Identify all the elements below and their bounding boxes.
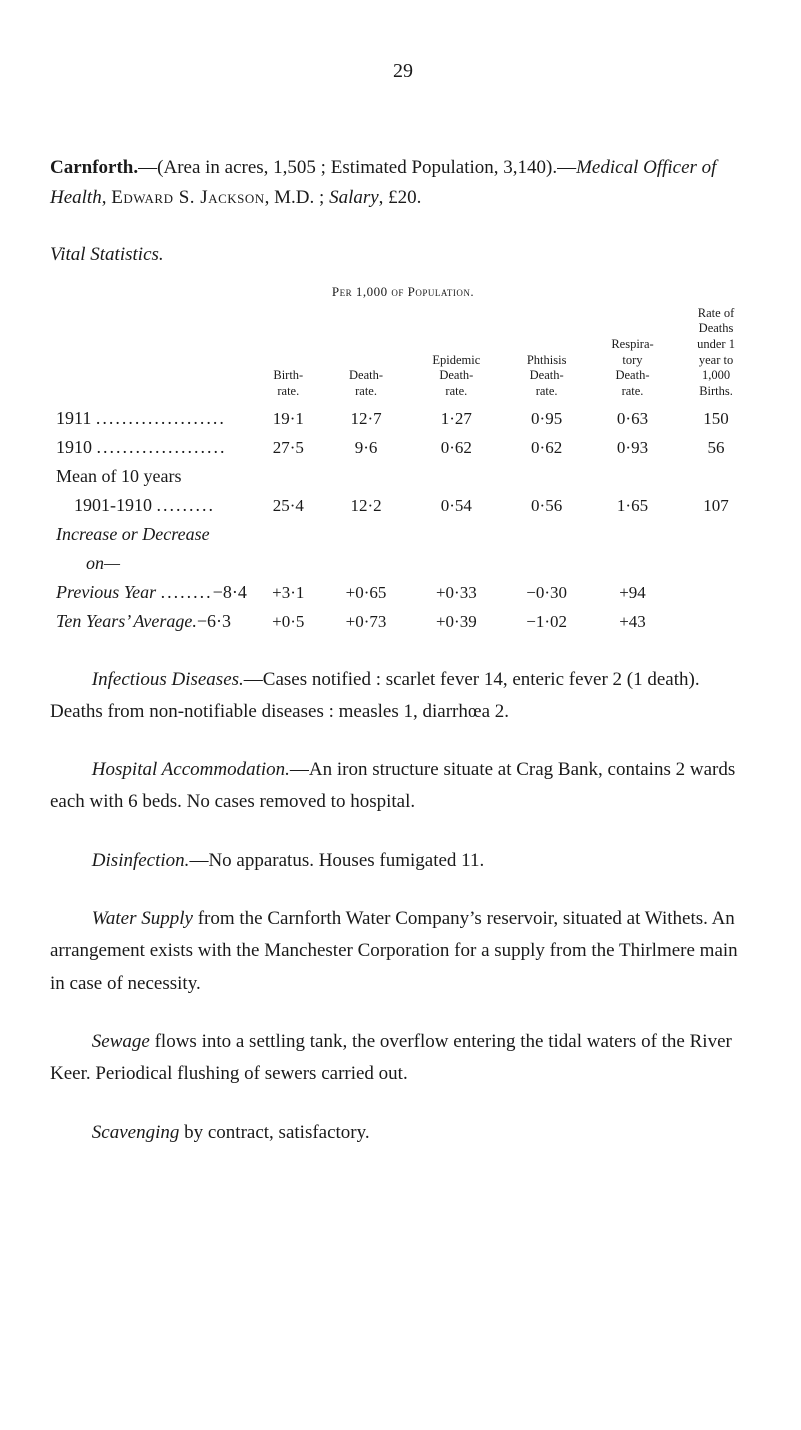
- infectious-paragraph: Infectious Diseases.—Cases notified : sc…: [50, 664, 756, 729]
- cell: 1·65: [589, 491, 676, 520]
- officer-tail: , M.D. ;: [265, 187, 329, 208]
- table-row-incdec-on: on—: [50, 549, 756, 578]
- row-ten-label: Ten Years’ Average.: [56, 611, 197, 631]
- col-death-rate: Death-rate.: [324, 302, 409, 404]
- sewage-text: flows into a settling tank, the overflow…: [50, 1031, 732, 1084]
- cell: 9·6: [324, 433, 409, 462]
- table-row: Ten Years’ Average.−6·3 +0·5 +0·73 +0·39…: [50, 607, 756, 636]
- cell: −8·4: [213, 582, 247, 602]
- dots: ....................: [96, 408, 226, 428]
- disinfection-paragraph: Disinfection.—No apparatus. Houses fumig…: [50, 845, 756, 877]
- scavenging-text: by contract, satisfactory.: [179, 1122, 369, 1143]
- infectious-lead: Infectious Diseases.: [92, 669, 244, 690]
- table-row-incdec-label: Increase or Decrease: [50, 520, 756, 549]
- hospital-paragraph: Hospital Accommodation.—An iron structur…: [50, 754, 756, 819]
- table-row: 1910 .................... 27·5 9·6 0·62 …: [50, 433, 756, 462]
- table-row-mean-label: Mean of 10 years: [50, 462, 756, 491]
- row-year: 1911: [56, 408, 91, 428]
- cell: −0·30: [504, 578, 589, 607]
- page: 29 Carnforth.—(Area in acres, 1,505 ; Es…: [0, 0, 801, 1430]
- cell: 25·4: [253, 491, 324, 520]
- table-header-row: Birth-rate. Death-rate. EpidemicDeath-ra…: [50, 302, 756, 404]
- disinfection-lead: Disinfection.: [92, 850, 190, 871]
- col-under1: Rate ofDeathsunder 1year to1,000Births.: [676, 302, 756, 404]
- cell: −1·02: [504, 607, 589, 636]
- cell: −6·3: [197, 611, 231, 631]
- cell: 0·62: [504, 433, 589, 462]
- intro-paragraph: Carnforth.—(Area in acres, 1,505 ; Estim…: [50, 153, 756, 214]
- cell: 56: [676, 433, 756, 462]
- salary-value: , £20.: [379, 187, 422, 208]
- incdec-label: Increase or Decrease: [50, 520, 756, 549]
- row-year: 1910: [56, 437, 92, 457]
- dots: ....................: [97, 437, 227, 457]
- table-row: 1901-1910 ......... 25·4 12·2 0·54 0·56 …: [50, 491, 756, 520]
- cell: 0·95: [504, 404, 589, 433]
- disinfection-text: —No apparatus. Houses fumigated 11.: [189, 850, 484, 871]
- cell: 107: [676, 491, 756, 520]
- cell: 1·27: [408, 404, 504, 433]
- cell: 0·63: [589, 404, 676, 433]
- intro-area: —(Area in acres, 1,505 ; Estimated Popul…: [138, 157, 576, 178]
- dots: ........: [161, 582, 213, 602]
- cell: 12·2: [324, 491, 409, 520]
- cell: 0·62: [408, 433, 504, 462]
- scavenging-lead: Scavenging: [92, 1122, 180, 1143]
- cell: +0·73: [324, 607, 409, 636]
- officer-sep: ,: [102, 187, 112, 208]
- stats-table: Birth-rate. Death-rate. EpidemicDeath-ra…: [50, 302, 756, 636]
- sewage-lead: Sewage: [92, 1031, 150, 1052]
- cell: +3·1: [253, 578, 324, 607]
- officer-name: Edward S. Jackson: [111, 187, 264, 208]
- cell: 27·5: [253, 433, 324, 462]
- page-number: 29: [50, 60, 756, 83]
- cell: +43: [589, 607, 676, 636]
- table-row: Previous Year ........−8·4 +3·1 +0·65 +0…: [50, 578, 756, 607]
- scavenging-paragraph: Scavenging by contract, satisfactory.: [50, 1117, 756, 1149]
- cell: 12·7: [324, 404, 409, 433]
- cell: +94: [589, 578, 676, 607]
- water-paragraph: Water Supply from the Carnforth Water Co…: [50, 903, 756, 1000]
- place-name: Carnforth.: [50, 157, 138, 178]
- sewage-paragraph: Sewage flows into a settling tank, the o…: [50, 1026, 756, 1091]
- cell: 0·93: [589, 433, 676, 462]
- col-birth-rate: Birth-rate.: [253, 302, 324, 404]
- cell: +0·5: [253, 607, 324, 636]
- hospital-lead: Hospital Accommodation.: [92, 759, 290, 780]
- incdec-on: on—: [50, 549, 756, 578]
- dots: .........: [157, 495, 216, 515]
- cell: 0·54: [408, 491, 504, 520]
- water-lead: Water Supply: [92, 908, 193, 929]
- col-phthisis: PhthisisDeath-rate.: [504, 302, 589, 404]
- vital-statistics-heading: Vital Statistics.: [50, 244, 756, 266]
- cell: +0·33: [408, 578, 504, 607]
- cell: 19·1: [253, 404, 324, 433]
- salary-label: Salary: [329, 187, 379, 208]
- table-row: 1911 .................... 19·1 12·7 1·27…: [50, 404, 756, 433]
- row-prev-label: Previous Year: [56, 582, 156, 602]
- mean-label: Mean of 10 years: [50, 462, 756, 491]
- cell: +0·65: [324, 578, 409, 607]
- col-epidemic: EpidemicDeath-rate.: [408, 302, 504, 404]
- table-caption: Per 1,000 of Population.: [50, 284, 756, 300]
- cell: 150: [676, 404, 756, 433]
- cell: +0·39: [408, 607, 504, 636]
- cell: 0·56: [504, 491, 589, 520]
- row-range: 1901-1910: [74, 495, 152, 515]
- col-respiratory: Respira-toryDeath-rate.: [589, 302, 676, 404]
